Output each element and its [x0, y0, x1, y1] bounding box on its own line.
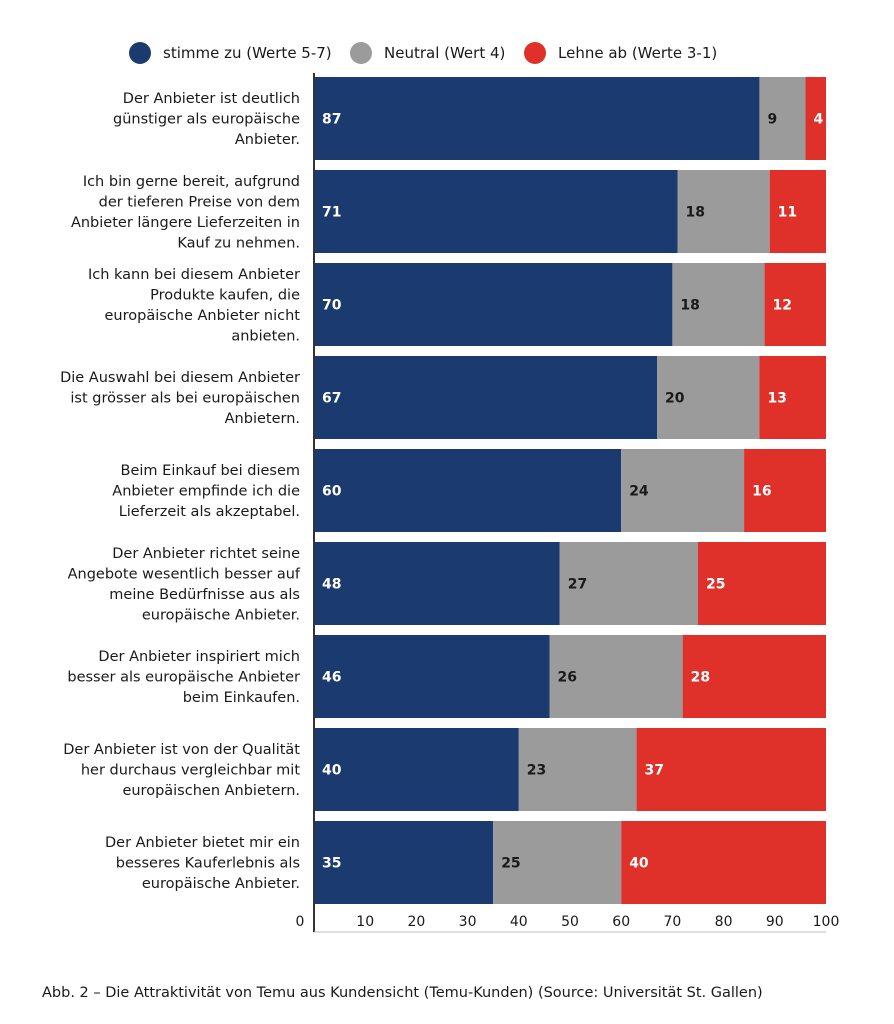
- data-label: 71: [322, 205, 341, 221]
- x-tick-label: 30: [459, 914, 477, 930]
- bar-segment: [314, 542, 560, 625]
- data-label: 25: [501, 856, 520, 872]
- category-labels: Der Anbieter ist deutlich günstiger als e…: [60, 91, 301, 892]
- data-label: 23: [527, 763, 546, 779]
- data-label: 46: [322, 670, 341, 686]
- data-label: 4: [814, 112, 824, 128]
- data-label: 27: [568, 577, 587, 593]
- x-tick-label: 50: [561, 914, 579, 930]
- data-label: 35: [322, 856, 341, 872]
- figure-caption: Abb. 2 – Die Attraktivität von Temu aus …: [42, 985, 763, 1001]
- stacked-bar-chart: stimme zu (Werte 5-7) Neutral (Wert 4) Leh…: [60, 42, 840, 933]
- bar-segment: [314, 728, 519, 811]
- x-tick-label: 40: [510, 914, 528, 930]
- legend-label-stimme-zu-werte-5-7: stimme zu (Werte 5-7): [163, 44, 332, 62]
- category-label: Die Auswahl bei diesem Anbieter ist gröss…: [60, 370, 300, 427]
- chart-legend: stimme zu (Werte 5-7) Neutral (Wert 4) Leh…: [129, 42, 717, 64]
- bar-segment: [744, 449, 826, 532]
- legend-label-neutral-wert-4: Neutral (Wert 4): [384, 44, 505, 62]
- category-label: Der Anbieter ist deutlich günstiger als e…: [113, 91, 300, 148]
- data-label: 25: [706, 577, 725, 593]
- legend-marker-neutral-wert-4: [350, 42, 372, 64]
- bar-segment: [314, 821, 494, 904]
- bar-segment: [314, 449, 622, 532]
- bar-segment: [314, 356, 658, 439]
- bar-segment: [677, 170, 770, 253]
- bar-segment: [314, 77, 760, 160]
- data-label: 48: [322, 577, 341, 593]
- category-label: Ich bin gerne bereit, aufgrund der tiefer…: [71, 174, 300, 252]
- bar-segment: [759, 77, 806, 160]
- bar-segment: [805, 77, 826, 160]
- bar-segment: [621, 821, 826, 904]
- data-label: 11: [778, 205, 797, 221]
- bar-segment: [657, 356, 760, 439]
- data-label: 18: [680, 298, 699, 314]
- bar-segment: [314, 635, 550, 718]
- data-label: 40: [322, 763, 342, 779]
- data-label: 67: [322, 391, 341, 407]
- data-label: 40: [629, 856, 649, 872]
- category-label: Der Anbieter bietet mir ein besseres Kauf…: [105, 835, 300, 892]
- category-label: Der Anbieter inspiriert mich besser als e…: [67, 649, 300, 706]
- legend-marker-stimme-zu-werte-5-7: [129, 42, 151, 64]
- data-label: 18: [686, 205, 705, 221]
- bar-segment: [314, 170, 678, 253]
- data-label: 28: [691, 670, 710, 686]
- bar-segment: [672, 263, 765, 346]
- data-label: 9: [767, 112, 777, 128]
- x-tick-label: 90: [766, 914, 784, 930]
- category-label: Der Anbieter richtet seine Angebote wesen…: [68, 546, 301, 624]
- data-label: 12: [773, 298, 792, 314]
- x-axis: 0 10 20 30 40 50 60 70 80 90 100: [296, 73, 840, 933]
- data-label: 13: [767, 391, 786, 407]
- x-tick-label: 0: [296, 914, 305, 930]
- category-label: Ich kann bei diesem Anbieter Produkte kau…: [88, 267, 300, 345]
- bar-segment: [493, 821, 622, 904]
- legend-label-lehne-ab-werte-3-1: Lehne ab (Werte 3-1): [558, 44, 717, 62]
- x-tick-label: 70: [663, 914, 681, 930]
- x-tick-label: 80: [715, 914, 733, 930]
- bar-segment: [314, 263, 673, 346]
- bar-segment: [518, 728, 637, 811]
- category-label: Der Anbieter ist von der Qualität her dur…: [63, 742, 300, 799]
- bar-segment: [698, 542, 826, 625]
- data-label: 60: [322, 484, 342, 500]
- bar-segment: [764, 263, 826, 346]
- data-label: 16: [752, 484, 771, 500]
- data-label: 37: [645, 763, 664, 779]
- x-tick-label: 20: [407, 914, 425, 930]
- x-tick-label: 100: [813, 914, 840, 930]
- legend-marker-lehne-ab-werte-3-1: [524, 42, 546, 64]
- bar-area: 87 9 4 71 18 11 70 18 12 67 20 13 60 24 16 48 27 25 46 26 28…: [314, 77, 826, 904]
- x-tick-label: 10: [356, 914, 374, 930]
- bar-segment: [636, 728, 826, 811]
- data-label: 87: [322, 112, 341, 128]
- data-label: 26: [558, 670, 577, 686]
- data-label: 70: [322, 298, 342, 314]
- data-label: 24: [629, 484, 649, 500]
- bar-segment: [549, 635, 683, 718]
- bar-segment: [621, 449, 745, 532]
- x-tick-label: 60: [612, 914, 630, 930]
- bar-segment: [769, 170, 826, 253]
- bar-segment: [759, 356, 826, 439]
- bar-segment: [682, 635, 826, 718]
- category-label: Beim Einkauf bei diesem Anbieter empfinde…: [112, 463, 300, 520]
- bar-segment: [559, 542, 698, 625]
- data-label: 20: [665, 391, 685, 407]
